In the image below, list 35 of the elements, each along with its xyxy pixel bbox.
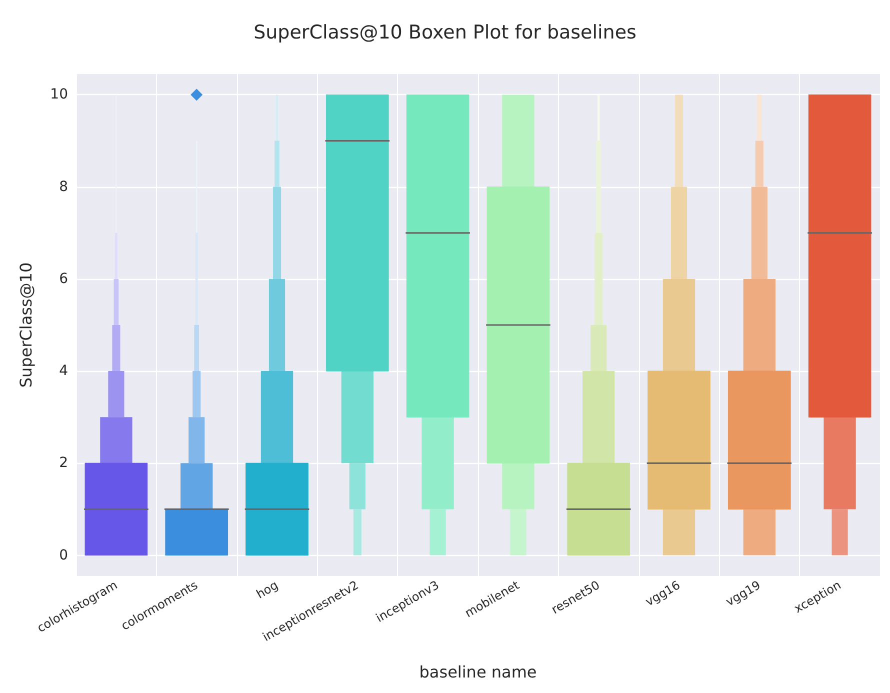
bar (194, 325, 200, 372)
y-tick-label: 2 (59, 455, 68, 472)
bar (353, 509, 362, 556)
y-tick-label: 0 (59, 547, 68, 564)
y-tick-label: 10 (50, 86, 68, 103)
y-axis-title: SuperClass@10 (16, 262, 36, 388)
bar (510, 509, 526, 556)
y-tick-label: 8 (59, 178, 68, 195)
bar (596, 140, 602, 233)
bar (670, 186, 688, 279)
bar (100, 417, 132, 464)
y-tick-label: 6 (59, 270, 68, 287)
bar (274, 140, 280, 187)
x-axis-title: baseline name (419, 662, 537, 682)
bar (268, 278, 286, 372)
bar (594, 232, 603, 325)
bar (756, 94, 762, 141)
chart-title: SuperClass@10 Boxen Plot for baselines (254, 22, 636, 44)
bar (114, 278, 119, 325)
bar (674, 94, 684, 187)
bar (430, 509, 446, 556)
bar (341, 371, 374, 464)
bar (824, 417, 856, 510)
bar (349, 463, 366, 510)
bar (422, 417, 454, 510)
bar (272, 186, 282, 279)
bar (755, 140, 764, 187)
bar (108, 371, 124, 418)
bar (192, 371, 201, 418)
bar (832, 509, 848, 556)
bar (112, 325, 120, 372)
bar (590, 325, 607, 372)
bar (188, 417, 205, 464)
bar (751, 186, 768, 279)
y-tick-label: 4 (59, 363, 68, 380)
